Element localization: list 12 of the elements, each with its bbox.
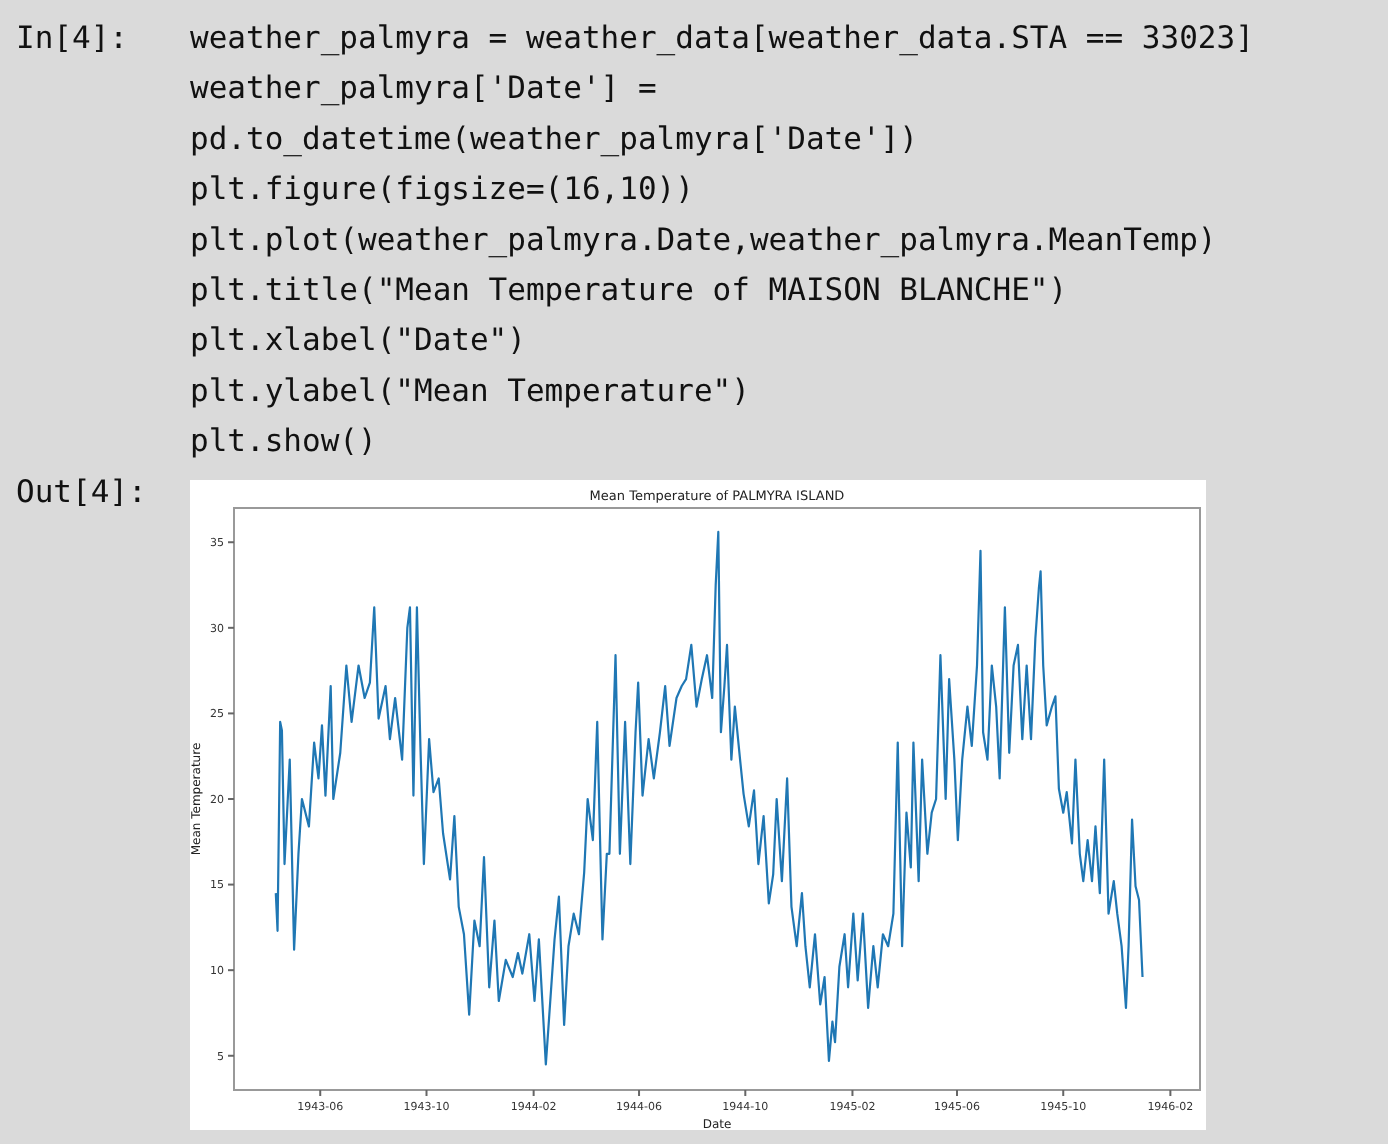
- text: plt.show(): [190, 423, 377, 460]
- text: weather_palmyra = weather_data[weather_data.STA == 33023]: [190, 20, 1254, 56]
- line-series: [274, 530, 1144, 1066]
- text: plt.figure(figsize=(16,10)): [190, 171, 694, 208]
- text: weather_palmyra['Date'] =: [190, 70, 657, 107]
- text: plt.xlabel("Date"): [190, 322, 526, 359]
- text: plt.ylabel("Mean Temperature"): [190, 372, 750, 409]
- text: plt.plot(weather_palmyra.Date,weather_palmyra.MeanTemp): [190, 221, 1217, 258]
- text: Out[4]:: [16, 474, 147, 510]
- text: plt.title("Mean Temperature of MAISON BLANCHE"): [190, 272, 1068, 308]
- text: pd.to_datetime(weather_palmyra['Date']): [190, 120, 918, 157]
- text: In[4]:: [16, 20, 128, 56]
